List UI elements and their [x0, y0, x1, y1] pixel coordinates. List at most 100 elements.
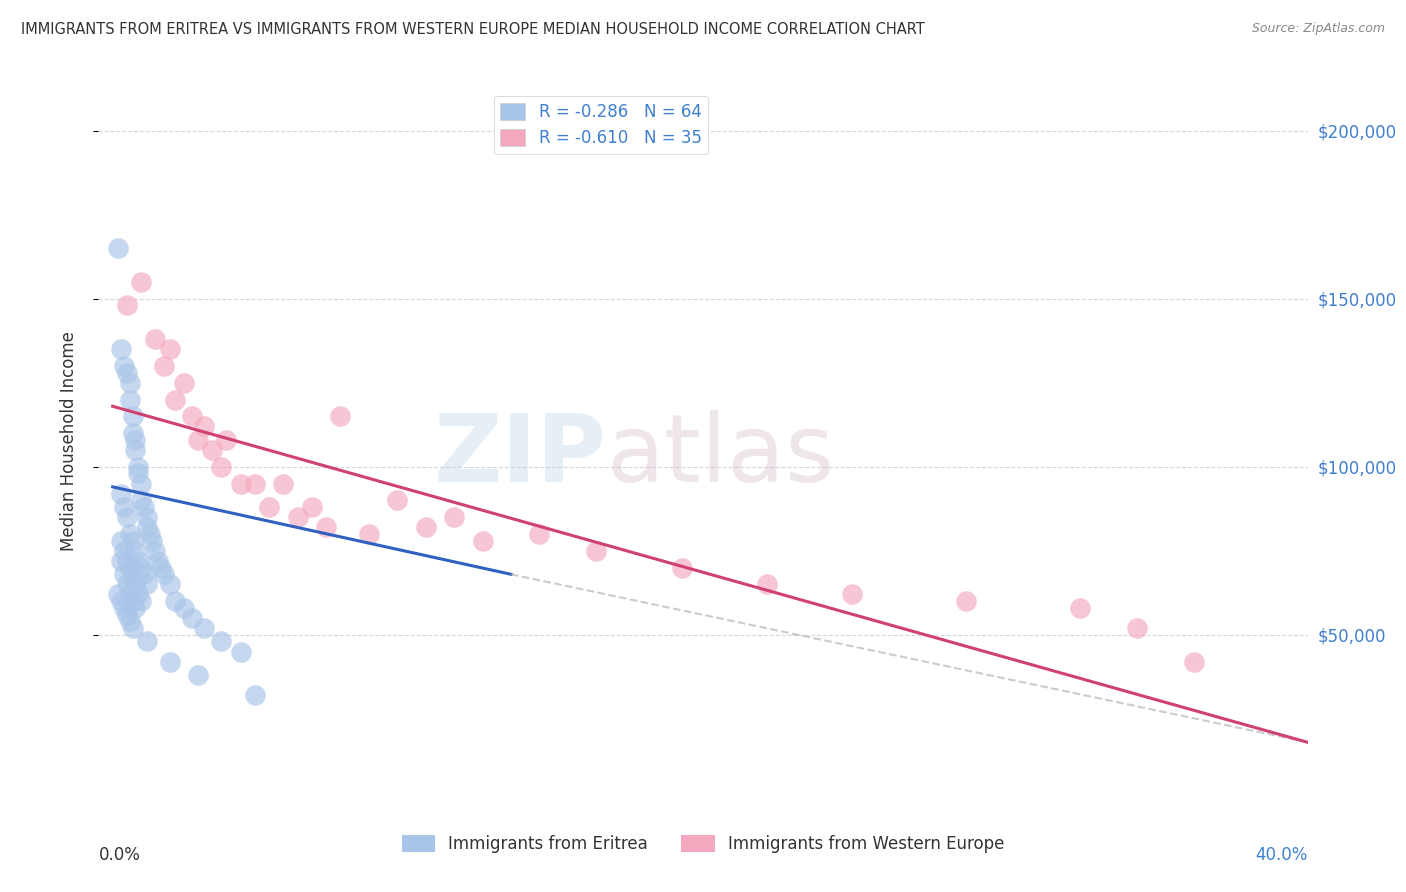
Point: [124, 543, 146, 558]
Point: [135, 577, 157, 591]
Point: [209, 459, 232, 474]
Point: [841, 587, 863, 601]
Text: 0.0%: 0.0%: [98, 847, 141, 864]
Point: [173, 376, 195, 390]
Point: [165, 594, 187, 608]
Point: [165, 392, 187, 407]
Point: [315, 520, 337, 534]
Point: [143, 332, 166, 346]
Point: [209, 634, 232, 648]
Point: [146, 554, 169, 568]
Point: [115, 554, 138, 568]
Point: [121, 594, 143, 608]
Point: [118, 560, 141, 574]
Point: [121, 621, 143, 635]
Point: [124, 577, 146, 591]
Point: [273, 476, 295, 491]
Point: [187, 433, 209, 447]
Point: [187, 668, 209, 682]
Point: [129, 476, 152, 491]
Point: [143, 543, 166, 558]
Text: atlas: atlas: [606, 410, 835, 502]
Point: [110, 533, 132, 548]
Point: [301, 500, 323, 514]
Point: [141, 533, 163, 548]
Point: [529, 527, 551, 541]
Point: [153, 359, 176, 373]
Point: [112, 359, 135, 373]
Text: 40.0%: 40.0%: [1256, 847, 1308, 864]
Point: [150, 560, 173, 574]
Point: [115, 510, 138, 524]
Point: [118, 376, 141, 390]
Point: [127, 459, 149, 474]
Point: [159, 655, 181, 669]
Point: [121, 426, 143, 441]
Point: [129, 493, 152, 508]
Point: [127, 467, 149, 481]
Legend: Immigrants from Eritrea, Immigrants from Western Europe: Immigrants from Eritrea, Immigrants from…: [395, 828, 1011, 860]
Point: [153, 567, 176, 582]
Point: [193, 621, 215, 635]
Point: [135, 520, 157, 534]
Point: [671, 560, 693, 574]
Point: [112, 543, 135, 558]
Text: IMMIGRANTS FROM ERITREA VS IMMIGRANTS FROM WESTERN EUROPE MEDIAN HOUSEHOLD INCOM: IMMIGRANTS FROM ERITREA VS IMMIGRANTS FR…: [21, 22, 925, 37]
Point: [118, 587, 141, 601]
Point: [124, 442, 146, 457]
Point: [124, 600, 146, 615]
Point: [471, 533, 494, 548]
Point: [110, 594, 132, 608]
Point: [443, 510, 465, 524]
Point: [215, 433, 238, 447]
Point: [110, 554, 132, 568]
Y-axis label: Median Household Income: Median Household Income: [59, 332, 77, 551]
Point: [329, 409, 352, 424]
Point: [135, 634, 157, 648]
Point: [243, 688, 266, 702]
Point: [110, 342, 132, 356]
Point: [415, 520, 437, 534]
Point: [112, 600, 135, 615]
Point: [127, 587, 149, 601]
Point: [287, 510, 309, 524]
Point: [118, 527, 141, 541]
Point: [955, 594, 977, 608]
Point: [118, 615, 141, 629]
Text: ZIP: ZIP: [433, 410, 606, 502]
Point: [118, 392, 141, 407]
Point: [1126, 621, 1149, 635]
Point: [129, 560, 152, 574]
Point: [243, 476, 266, 491]
Point: [115, 298, 138, 312]
Point: [112, 567, 135, 582]
Point: [1069, 600, 1091, 615]
Point: [129, 275, 152, 289]
Point: [107, 241, 129, 255]
Point: [181, 409, 204, 424]
Text: Source: ZipAtlas.com: Source: ZipAtlas.com: [1251, 22, 1385, 36]
Point: [115, 366, 138, 380]
Point: [132, 500, 155, 514]
Point: [115, 607, 138, 622]
Point: [173, 600, 195, 615]
Point: [159, 342, 181, 356]
Point: [1182, 655, 1205, 669]
Point: [121, 533, 143, 548]
Point: [121, 409, 143, 424]
Point: [756, 577, 779, 591]
Point: [357, 527, 380, 541]
Point: [257, 500, 280, 514]
Point: [107, 587, 129, 601]
Point: [121, 567, 143, 582]
Point: [193, 419, 215, 434]
Point: [229, 476, 252, 491]
Point: [135, 510, 157, 524]
Point: [112, 500, 135, 514]
Point: [132, 567, 155, 582]
Point: [585, 543, 607, 558]
Point: [181, 611, 204, 625]
Point: [127, 554, 149, 568]
Point: [115, 577, 138, 591]
Point: [201, 442, 224, 457]
